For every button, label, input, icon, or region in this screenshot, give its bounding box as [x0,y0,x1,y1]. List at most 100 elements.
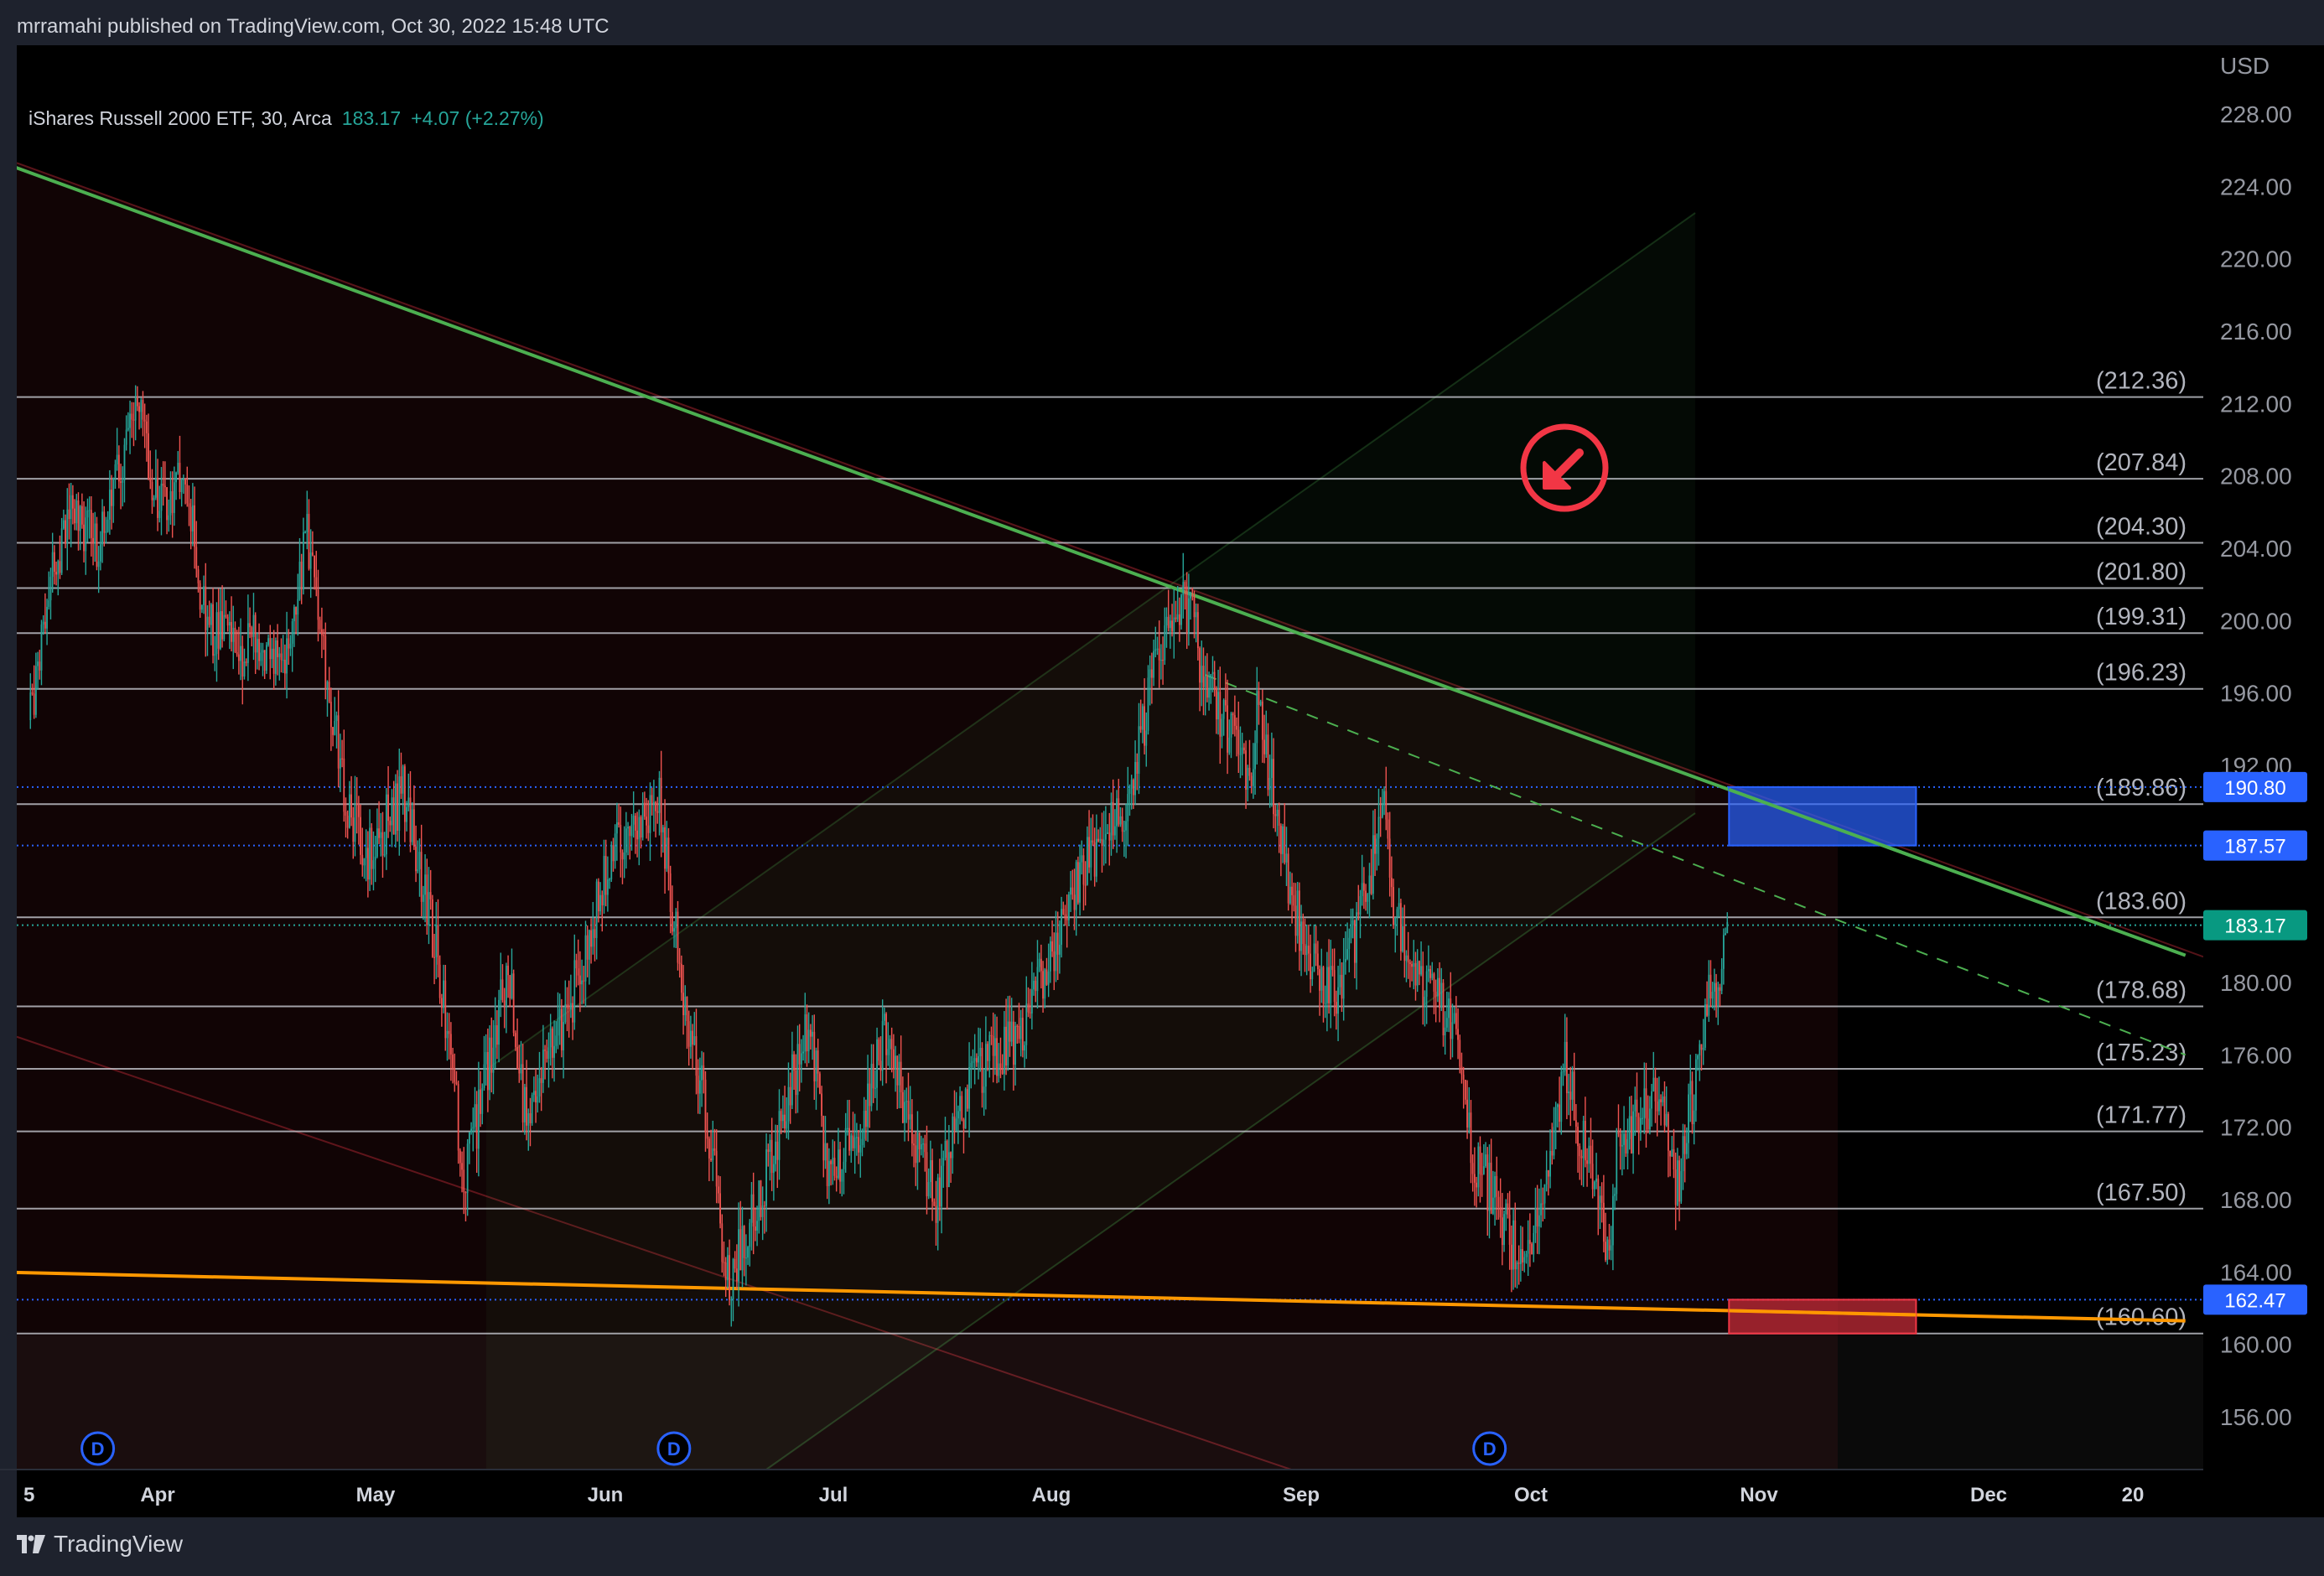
trendline-support-overlay [1729,1309,1917,1317]
candle-up [630,824,633,837]
price-badge-label: 183.17 [2224,915,2285,938]
candle-up [1153,651,1154,678]
candle-up [1038,958,1040,967]
candle-up [88,510,91,511]
trendline-descending-resistance-overlay [1728,788,1917,859]
candle-up [942,1158,945,1166]
candle-up [881,1020,884,1071]
trendline-projection-dashed[interactable] [1205,674,2187,1056]
arrow-down-left-icon[interactable] [1520,423,1609,512]
dividend-marker[interactable]: D [80,1431,116,1466]
candle-up [48,600,50,607]
candle-up [1239,754,1242,755]
symbol-legend[interactable]: iShares Russell 2000 ETF, 30, Arca 183.1… [29,107,544,130]
candle-up [876,1039,878,1088]
candle-up [955,1118,957,1131]
blue-target-zone[interactable] [1728,785,1917,847]
candle-down [1580,1156,1583,1159]
candle-up [1405,955,1408,962]
candle-up [1256,691,1258,744]
candle-down [355,803,358,806]
candle-up [293,607,295,622]
candle-down [703,1065,705,1080]
candle-down [1590,1145,1592,1164]
candle-down [566,1003,568,1008]
candle-down [366,848,369,880]
candle-down [225,614,227,617]
candle-up [1468,1112,1471,1128]
candle-up [1081,855,1083,863]
candle-down [131,413,133,420]
candle-down [806,1014,808,1052]
candle-up [1289,886,1291,904]
candle-up [1014,1025,1016,1065]
candle-down [1471,1163,1474,1174]
candle-up [169,490,172,516]
candle-down [381,832,384,856]
candle-down [1683,1136,1686,1154]
channel-upper-edge [485,212,1696,1071]
dividend-marker[interactable]: D [1472,1431,1507,1466]
price-tick-label: 200.00 [2220,608,2292,634]
candle-down [664,827,666,869]
candle-up [627,827,629,829]
candle-up [1176,614,1179,620]
candle-up [1228,737,1231,753]
candle-up [804,1014,807,1052]
candle-up [271,648,273,660]
candle-up [1628,1116,1631,1139]
candle-up [1482,1166,1485,1174]
candle-up [177,463,179,473]
candle-down [221,611,223,640]
candle-down [735,1268,738,1282]
dividend-marker[interactable]: D [656,1431,692,1466]
candle-up [1685,1143,1688,1154]
candle-down [678,962,681,964]
candle-down [640,817,642,838]
candle-up [606,879,609,895]
candle-down [1481,1174,1483,1175]
wedge-fill [17,163,1838,1470]
candle-up [214,654,216,656]
candle-down [117,454,120,482]
candle-down [646,817,647,826]
tradingview-logo[interactable]: TradingView [17,1531,183,1558]
candle-up [511,973,513,999]
candle-down [1319,969,1320,991]
candle-down [1678,1160,1680,1202]
candle-up [1337,987,1339,1014]
candle-up [1190,595,1191,599]
candle-down [1062,909,1065,915]
candle-up [973,1058,976,1061]
candle-up [520,1064,522,1074]
candle-up [466,1143,469,1193]
red-stop-zone[interactable] [1728,1299,1917,1335]
candle-down [1459,1039,1461,1067]
candle-down [1565,1041,1568,1094]
candle-up [1549,1150,1551,1177]
candle-up [1154,649,1157,651]
candle-down [1691,1081,1694,1125]
candle-down [197,569,200,583]
candle-up [122,480,124,483]
candle-down [1357,912,1360,915]
price-tick-label: 220.00 [2220,246,2292,272]
candle-down [323,635,324,636]
price-axis[interactable]: USD 156.00 160.00 164.00 168.00 172.00 176.00… [2203,45,2324,1517]
candle-up [1554,1107,1557,1128]
price-tick-label: 156.00 [2220,1404,2292,1430]
candle-up [206,616,209,630]
candle-down [634,816,636,831]
candle-up [363,858,366,866]
candle-down [1258,691,1260,705]
level-price-badge [2203,830,2307,861]
price-chart[interactable]: (212.36) (207.84) (204.30) (201.80) (199.31)… [0,45,2324,1517]
candle-up [1368,875,1371,894]
candle-up [778,1111,781,1160]
chart-area[interactable]: (212.36) (207.84) (204.30) (201.80) (199.31)… [0,45,2324,1517]
candle-up [168,515,170,521]
time-axis[interactable]: 5 Apr May Jun Jul Aug Sep Oct Nov Dec 20 [0,1469,2203,1506]
candle-up [105,531,107,533]
candle-up [1320,967,1323,991]
candle-down [1602,1202,1605,1242]
